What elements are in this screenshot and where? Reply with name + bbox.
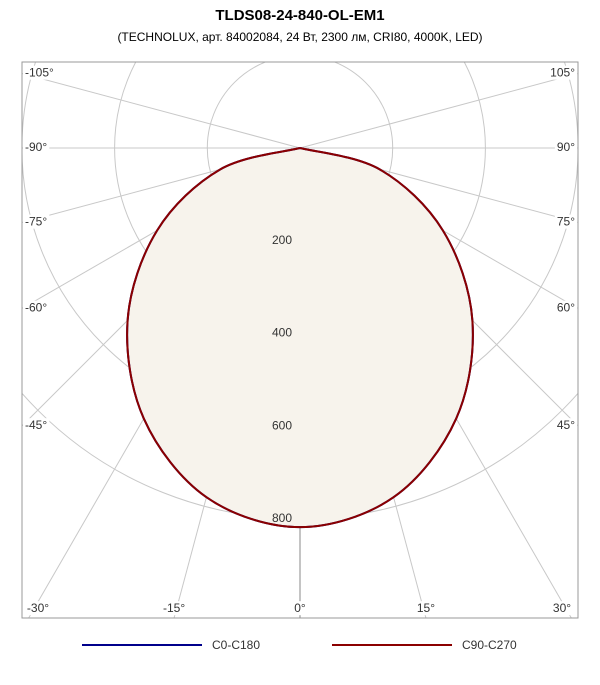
label-bg	[160, 601, 188, 616]
label-bg	[548, 65, 578, 80]
intensity-curve	[126, 147, 474, 529]
angle-label: 30°	[553, 601, 571, 615]
chart-title: TLDS08-24-840-OL-EM1	[215, 7, 384, 24]
grid-ray	[22, 73, 301, 149]
angle-label: 45°	[557, 418, 575, 432]
label-bg	[414, 601, 438, 616]
r-tick-label: 600	[272, 418, 292, 432]
label-bg	[554, 214, 578, 229]
chart-subtitle: (TECHNOLUX, арт. 84002084, 24 Вт, 2300 л…	[117, 30, 482, 44]
plot-area	[22, 62, 578, 618]
label-bg	[23, 140, 50, 155]
angle-label: 105°	[550, 66, 575, 80]
angle-label: 75°	[557, 215, 575, 229]
angle-label: -90°	[25, 140, 47, 154]
angle-label: 15°	[417, 601, 435, 615]
label-bg	[23, 65, 57, 80]
angle-label: -15°	[163, 601, 185, 615]
label-bg	[24, 601, 52, 616]
label-bg	[23, 418, 50, 433]
legend-label: C0-C180	[212, 638, 260, 652]
r-tick-label: 800	[272, 511, 292, 525]
angle-label: 90°	[557, 140, 575, 154]
label-bg	[292, 601, 308, 616]
angle-label: 0°	[294, 601, 306, 615]
label-bg	[554, 140, 578, 155]
r-tick-label: 400	[272, 326, 292, 340]
label-bg	[554, 418, 578, 433]
angle-label: -30°	[27, 601, 49, 615]
label-bg	[550, 601, 574, 616]
angle-label: 60°	[557, 301, 575, 315]
angle-label: -60°	[25, 301, 47, 315]
angle-label: -45°	[25, 418, 47, 432]
angle-label: -75°	[25, 215, 47, 229]
angle-label: -105°	[25, 66, 54, 80]
legend-label: C90-C270	[462, 638, 517, 652]
grid-ray	[299, 73, 578, 149]
plot-frame	[21, 61, 579, 619]
labels: -105° -90° -75° -60° -45° -30° -15° 0° 15° 30° 45°…	[23, 65, 578, 616]
label-bg	[23, 214, 50, 229]
r-tick-label: 200	[272, 233, 292, 247]
label-bg	[554, 300, 578, 315]
label-bg	[23, 300, 50, 315]
intensity-area	[127, 148, 473, 528]
